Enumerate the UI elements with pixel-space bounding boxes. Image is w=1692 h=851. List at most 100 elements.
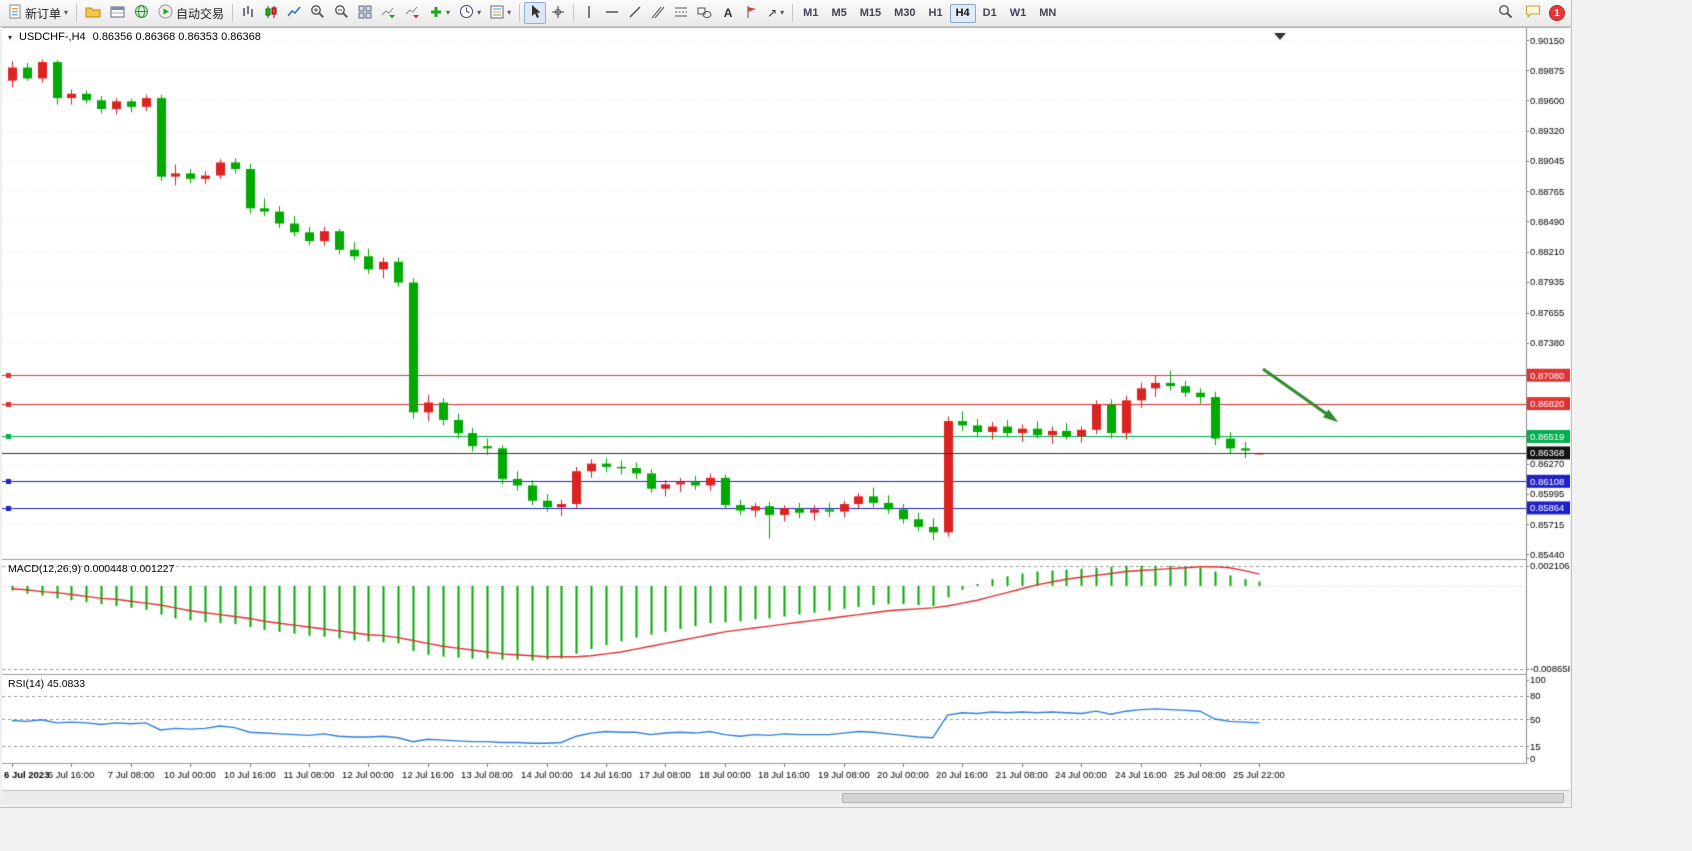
chart-title: ▾ USDCHF-,H4 0.86356 0.86368 0.86353 0.8… <box>8 31 261 43</box>
cursor-button[interactable] <box>524 2 547 24</box>
search-icon <box>1498 4 1513 22</box>
tile-windows-button[interactable] <box>354 2 376 24</box>
macd-indicator-label: MACD(12,26,9) 0.000448 0.001227 <box>8 563 175 575</box>
chart-window: ▾ USDCHF-,H4 0.86356 0.86368 0.86353 0.8… <box>2 27 1570 789</box>
candlestick-button[interactable] <box>260 2 282 24</box>
arrow-tool-icon: ↗ <box>767 6 778 20</box>
shapes-button[interactable] <box>693 2 716 24</box>
timeframe-buttons: M1 M5 M15 M30 H1 H4 D1 W1 MN <box>797 3 1062 23</box>
timeframe-h4-button[interactable]: H4 <box>949 3 976 23</box>
new-order-button[interactable]: 新订单 ▾ <box>4 2 72 24</box>
chevron-down-icon: ▾ <box>64 8 69 17</box>
terminal-window: 新订单 ▾ 自动交易 <box>0 0 1572 808</box>
candlestick-icon <box>264 5 278 22</box>
arrows-tool-button[interactable]: ↗ ▾ <box>763 2 788 24</box>
toolbar-separator <box>519 4 521 22</box>
trendline-icon <box>628 5 642 22</box>
timeframe-m1-button[interactable]: M1 <box>803 7 819 19</box>
folder-icon <box>85 5 101 22</box>
vertical-line-button[interactable] <box>578 2 600 24</box>
chevron-down-icon: ▾ <box>446 8 451 17</box>
globe-icon <box>134 4 149 22</box>
autotrading-button[interactable]: 自动交易 <box>154 2 228 24</box>
horizontal-line-button[interactable] <box>601 2 623 24</box>
profiles-button[interactable] <box>81 2 105 24</box>
price-chart-canvas[interactable] <box>2 28 1570 789</box>
chart-shift-icon <box>405 5 420 22</box>
fibonacci-icon <box>674 5 688 22</box>
templates-button[interactable]: ▾ <box>486 2 515 24</box>
periods-button[interactable]: ▾ <box>455 2 485 24</box>
rsi-indicator-label: RSI(14) 45.0833 <box>8 678 86 690</box>
auto-scroll-icon <box>381 5 396 22</box>
auto-scroll-button[interactable] <box>377 2 400 24</box>
text-tool-icon: A <box>723 6 733 20</box>
text-tool-button[interactable]: A <box>717 2 739 24</box>
crosshair-button[interactable] <box>547 2 569 24</box>
pane-separator-rsi[interactable] <box>2 672 1570 677</box>
chat-button[interactable] <box>1521 2 1545 24</box>
scrollbar-thumb[interactable] <box>842 793 1564 803</box>
pane-separator-macd[interactable] <box>2 557 1570 562</box>
toolbar-right-cluster: 1 <box>1494 2 1567 24</box>
timeframe-m5-button[interactable]: M5 <box>831 7 847 19</box>
timeframe-h1-button[interactable]: H1 <box>928 7 943 19</box>
toolbar-separator <box>76 4 78 22</box>
price-axis[interactable] <box>1526 28 1570 765</box>
new-order-icon <box>8 4 22 22</box>
toolbar-separator <box>232 4 234 22</box>
symbol-dropdown-icon[interactable]: ▾ <box>8 32 13 42</box>
navigator-button[interactable] <box>130 2 153 24</box>
notification-badge[interactable]: 1 <box>1549 5 1565 21</box>
new-order-label: 新订单 <box>25 6 62 21</box>
bars-icon <box>241 5 255 22</box>
market-watch-button[interactable] <box>106 2 129 24</box>
zoom-out-icon <box>334 4 349 22</box>
channel-button[interactable] <box>647 2 669 24</box>
vertical-line-icon <box>583 5 595 22</box>
toolbar: 新订单 ▾ 自动交易 <box>0 0 1571 27</box>
tile-windows-icon <box>358 5 372 22</box>
label-tool-button[interactable] <box>740 2 762 24</box>
channel-icon <box>651 5 665 22</box>
timeframe-mn-button[interactable]: MN <box>1039 7 1057 19</box>
chevron-down-icon: ▾ <box>780 8 785 17</box>
line-chart-button[interactable] <box>283 2 305 24</box>
chevron-down-icon: ▾ <box>507 8 512 17</box>
zoom-in-icon <box>310 4 325 22</box>
zoom-out-button[interactable] <box>330 2 353 24</box>
cursor-icon <box>529 4 542 22</box>
chat-bubble-icon <box>1525 4 1541 22</box>
desktop-background <box>1573 0 1692 851</box>
horizontal-line-icon <box>605 6 619 21</box>
horizontal-scrollbar[interactable] <box>2 790 1570 804</box>
market-watch-icon <box>110 5 125 22</box>
crosshair-icon <box>551 5 565 22</box>
flag-icon <box>745 5 758 22</box>
toolbar-separator <box>573 4 575 22</box>
timeframe-m30-button[interactable]: M30 <box>894 7 916 19</box>
time-axis[interactable] <box>2 765 1526 789</box>
bar-chart-button[interactable] <box>237 2 259 24</box>
zoom-in-button[interactable] <box>306 2 329 24</box>
toolbar-separator <box>792 4 794 22</box>
chevron-down-icon: ▾ <box>477 8 482 17</box>
trendline-button[interactable] <box>624 2 646 24</box>
line-chart-icon <box>287 5 301 22</box>
timeframe-m15-button[interactable]: M15 <box>859 7 882 19</box>
chart-shift-button[interactable] <box>401 2 424 24</box>
add-indicator-icon <box>429 5 443 22</box>
indicators-button[interactable]: ▾ <box>425 2 454 24</box>
symbol-period-label: USDCHF-,H4 <box>19 31 86 43</box>
search-button[interactable] <box>1494 2 1517 24</box>
template-icon <box>490 5 504 22</box>
clock-icon <box>459 4 474 22</box>
autotrading-label: 自动交易 <box>176 6 225 21</box>
fibonacci-button[interactable] <box>670 2 692 24</box>
timeframe-d1-button[interactable]: D1 <box>982 7 997 19</box>
autotrading-play-icon <box>158 4 173 22</box>
ohlc-readout: 0.86356 0.86368 0.86353 0.86368 <box>92 31 261 43</box>
shapes-icon <box>697 5 712 22</box>
timeframe-w1-button[interactable]: W1 <box>1009 7 1027 19</box>
